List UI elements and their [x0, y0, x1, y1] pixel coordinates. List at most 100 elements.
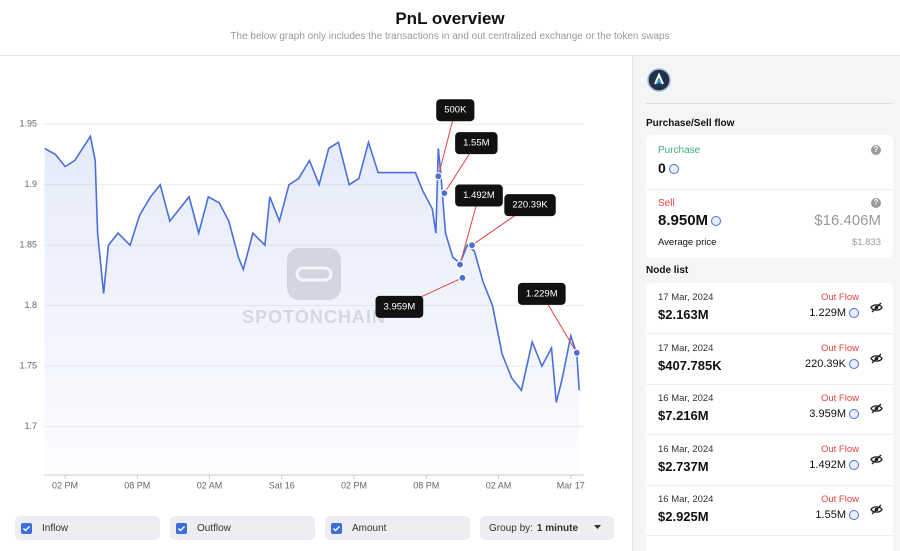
- node-item[interactable]: 16 Mar, 2024 $7.216M Out Flow 3.959M: [646, 384, 893, 435]
- purchase-amount: 0: [658, 160, 666, 176]
- callout-box: [436, 99, 475, 122]
- node-amount: 1.229M: [809, 307, 859, 319]
- node-amount: 1.55M: [815, 509, 859, 521]
- y-tick-label: 1.8: [24, 300, 37, 310]
- node-usd: $2.737M: [658, 458, 709, 474]
- side-panel: Purchase/Sell flow Purchase ? 0 Sell ? 8…: [632, 56, 900, 551]
- help-icon[interactable]: ?: [871, 145, 881, 155]
- y-tick-label: 1.85: [19, 240, 37, 250]
- node-usd: $407.785K: [658, 357, 722, 373]
- group-by-value: 1 minute: [536, 522, 579, 534]
- divider: [646, 189, 893, 190]
- node-item[interactable]: 17 Mar, 2024 $2.163M Out Flow 1.229M: [646, 283, 893, 334]
- sell-usd: $16.406M: [814, 212, 881, 229]
- hide-icon[interactable]: [870, 403, 883, 414]
- flow-card: Purchase ? 0 Sell ? 8.950M $16.406M Aver…: [646, 135, 893, 258]
- token-icon: [849, 308, 859, 319]
- callout: 500K: [436, 99, 475, 177]
- hide-icon[interactable]: [870, 302, 883, 313]
- purchase-value: 0: [658, 160, 679, 176]
- node-usd: $2.163M: [658, 307, 709, 322]
- annotation-point: [455, 260, 465, 269]
- callout-label: 3.959M: [384, 301, 416, 312]
- token-icon: [711, 216, 722, 227]
- token-icon: [849, 459, 859, 470]
- callout-label: 220.39K: [512, 200, 548, 211]
- callout-box: [455, 132, 498, 155]
- watermark-text: SPOTONCHAIN: [242, 307, 386, 327]
- area: [44, 136, 580, 476]
- toggle-label: Inflow: [42, 522, 69, 534]
- callout: 3.959M: [375, 277, 463, 318]
- y-tick-label: 1.75: [19, 361, 37, 371]
- toggle-label: Outflow: [197, 522, 231, 534]
- toggle[interactable]: Inflow: [15, 516, 160, 540]
- chart: SPOTONCHAIN 1.7 1.75 1.8 1.85 1.9 1.95 02 PM 08…: [19, 99, 585, 490]
- callout-connector: [459, 195, 480, 265]
- group-by-select[interactable]: Group by: 1 minute: [480, 516, 614, 540]
- node-flow: Out Flow: [820, 393, 859, 404]
- sell-label: Sell: [658, 198, 675, 209]
- node-amount: 220.39K: [805, 358, 859, 370]
- callout-box: [375, 295, 424, 318]
- watermark: SPOTONCHAIN: [242, 248, 386, 327]
- token-icon: [668, 164, 679, 175]
- node-item[interactable]: 16 Mar, 2024 $2.737M Out Flow 1.492M: [646, 435, 893, 486]
- callout: 1.229M: [517, 282, 578, 354]
- x-tick-label: 08 PM: [124, 480, 150, 490]
- y-tick-label: 1.7: [24, 421, 37, 431]
- price-line: [44, 134, 580, 403]
- node-date: 16 Mar, 2024: [658, 393, 714, 404]
- node-flow: Out Flow: [820, 443, 859, 455]
- hide-icon[interactable]: [870, 353, 883, 364]
- annotation-point: [467, 241, 477, 250]
- node-date: 16 Mar, 2024: [658, 494, 714, 505]
- section-title: Purchase/Sell flow: [646, 118, 735, 129]
- annotation-point: [440, 189, 449, 198]
- node-item[interactable]: 16 Mar, 2024 $2.925M Out Flow 1.55M: [646, 485, 893, 536]
- purchase-label: Purchase: [658, 145, 701, 156]
- callout-label: 1.55M: [463, 138, 489, 149]
- toggle-label: Amount: [352, 522, 387, 534]
- sell-amount: 8.950M: [658, 212, 709, 229]
- node-amount-value: 3.959M: [809, 408, 846, 420]
- group-by-label: Group by:: [489, 522, 533, 534]
- help-icon[interactable]: ?: [871, 198, 881, 208]
- node-date: 17 Mar, 2024: [658, 292, 714, 303]
- annotation-point: [434, 172, 443, 181]
- x-tick-label: 02 PM: [52, 480, 78, 490]
- node-list: 17 Mar, 2024 $2.163M Out Flow 1.229M 17 Mar,…: [646, 283, 893, 551]
- dropdown-arrow: [594, 525, 601, 529]
- page-title: PnL overview: [395, 9, 505, 28]
- hide-icon[interactable]: [870, 454, 883, 465]
- x-tick-label: 08 PM: [413, 480, 439, 490]
- x-tick-label: 02 PM: [341, 480, 367, 490]
- y-tick-label: 1.9: [24, 179, 37, 189]
- avg-price-label: Average price: [658, 237, 717, 248]
- node-item[interactable]: 17 Mar, 2024 $407.785K Out Flow 220.39K: [646, 334, 893, 385]
- page-subtitle: The below graph only includes the transa…: [230, 31, 670, 42]
- node-amount-value: 1.55M: [815, 509, 846, 521]
- node-amount: 3.959M: [809, 408, 859, 420]
- node-flow: Out Flow: [820, 342, 859, 354]
- callout-label: 500K: [444, 105, 467, 116]
- node-amount-value: 1.229M: [809, 307, 846, 319]
- token-icon: [849, 358, 859, 369]
- callout-box: [504, 194, 556, 217]
- annotation-point: [458, 273, 467, 282]
- toggle[interactable]: Amount: [325, 516, 470, 540]
- callout: 220.39K: [471, 194, 556, 246]
- divider: [646, 103, 893, 104]
- node-usd: $2.925M: [658, 509, 709, 524]
- node-amount-value: 220.39K: [805, 357, 846, 370]
- hide-icon[interactable]: [870, 504, 883, 515]
- x-tick-label: 02 AM: [486, 480, 512, 490]
- toggle[interactable]: Outflow: [170, 516, 315, 540]
- node-date: 16 Mar, 2024: [658, 443, 714, 455]
- callout-box: [517, 282, 566, 305]
- node-amount: 1.492M: [809, 459, 859, 471]
- node-flow: Out Flow: [820, 494, 859, 505]
- sell-value: 8.950M: [658, 212, 722, 229]
- node-date: 17 Mar, 2024: [658, 342, 714, 354]
